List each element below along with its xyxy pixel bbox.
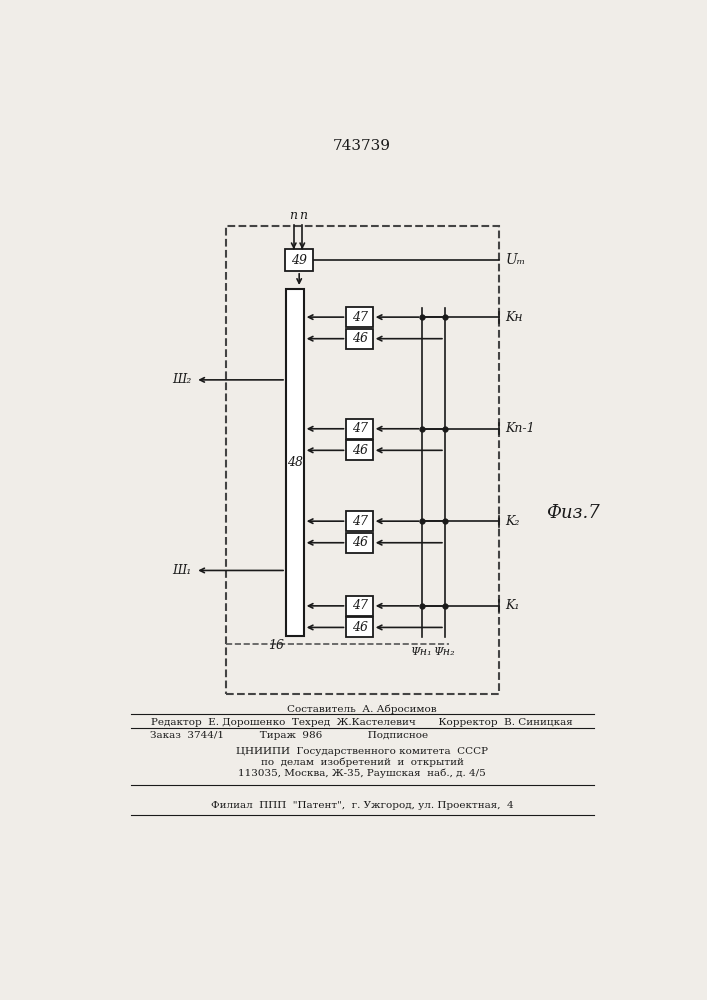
Text: ЦНИИПИ  Государственного комитета  СССР: ЦНИИПИ Государственного комитета СССР bbox=[236, 747, 488, 756]
Text: 47: 47 bbox=[351, 515, 368, 528]
Text: 48: 48 bbox=[287, 456, 303, 469]
Text: Заказ  3744/1           Тираж  986              Подписное: Заказ 3744/1 Тираж 986 Подписное bbox=[151, 731, 428, 740]
Text: K₂: K₂ bbox=[506, 515, 520, 528]
Text: п: п bbox=[299, 209, 307, 222]
Text: Ψн₁: Ψн₁ bbox=[411, 647, 433, 657]
Text: 46: 46 bbox=[351, 444, 368, 457]
Text: 47: 47 bbox=[351, 599, 368, 612]
Bar bbox=[346, 596, 373, 616]
Text: 49: 49 bbox=[291, 254, 307, 267]
Text: Составитель  А. Абросимов: Составитель А. Абросимов bbox=[287, 704, 437, 714]
Bar bbox=[346, 329, 373, 349]
Bar bbox=[346, 511, 373, 531]
Bar bbox=[285, 249, 313, 271]
Text: по  делам  изобретений  и  открытий: по делам изобретений и открытий bbox=[260, 758, 463, 767]
Text: 743739: 743739 bbox=[333, 139, 391, 153]
Text: Kн: Kн bbox=[506, 311, 523, 324]
Text: 113035, Москва, Ж-35, Раушская  наб., д. 4/5: 113035, Москва, Ж-35, Раушская наб., д. … bbox=[238, 768, 486, 778]
Bar bbox=[346, 617, 373, 637]
Text: 46: 46 bbox=[351, 332, 368, 345]
Text: 46: 46 bbox=[351, 621, 368, 634]
Text: Ψн₂: Ψн₂ bbox=[434, 647, 456, 657]
Bar bbox=[346, 419, 373, 439]
Text: Kn-1: Kn-1 bbox=[506, 422, 535, 435]
Bar bbox=[346, 307, 373, 327]
Text: Uₘ: Uₘ bbox=[506, 253, 525, 267]
Text: п: п bbox=[289, 209, 297, 222]
Text: 47: 47 bbox=[351, 311, 368, 324]
Text: 16: 16 bbox=[268, 639, 284, 652]
Text: 47: 47 bbox=[351, 422, 368, 435]
Text: 46: 46 bbox=[351, 536, 368, 549]
Bar bbox=[346, 533, 373, 553]
Bar bbox=[286, 289, 304, 636]
Text: Ш₁: Ш₁ bbox=[173, 564, 192, 577]
Bar bbox=[346, 440, 373, 460]
Text: Редактор  Е. Дорошенко  Техред  Ж.Кастелевич       Корректор  В. Синицкая: Редактор Е. Дорошенко Техред Ж.Кастелеви… bbox=[151, 718, 573, 727]
Text: Ш₂: Ш₂ bbox=[173, 373, 192, 386]
Text: Физ.7: Физ.7 bbox=[546, 504, 600, 522]
Bar bbox=[226, 226, 499, 694]
Text: Филиал  ППП  "Патент",  г. Ужгород, ул. Проектная,  4: Филиал ППП "Патент", г. Ужгород, ул. Про… bbox=[211, 801, 513, 810]
Text: K₁: K₁ bbox=[506, 599, 520, 612]
